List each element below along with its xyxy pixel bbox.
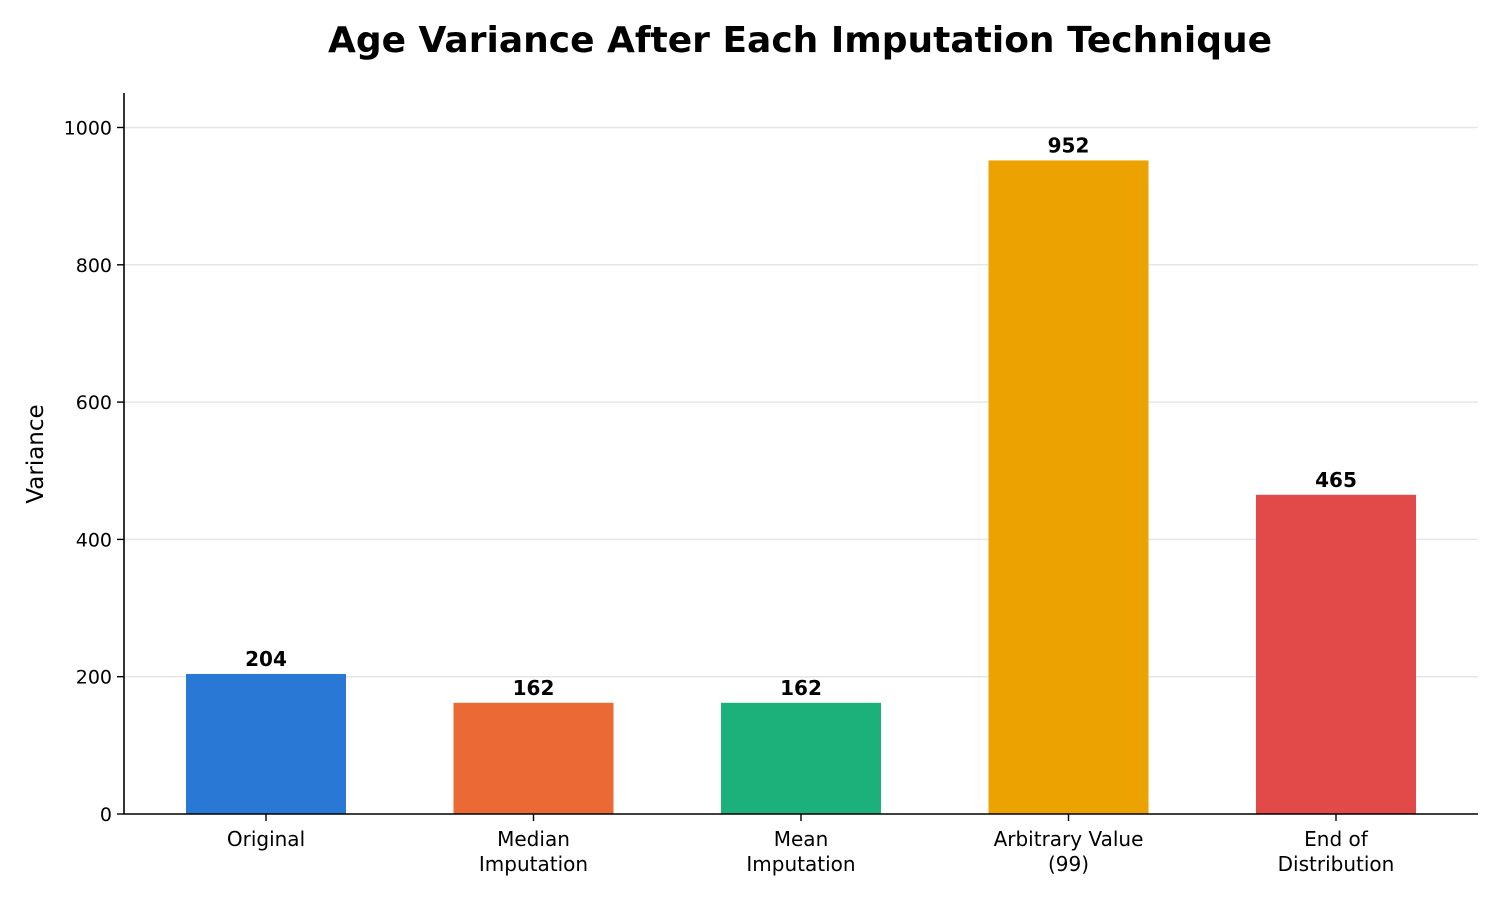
bar-value-label: 204: [245, 647, 287, 671]
x-tick-label: Imputation: [746, 852, 855, 876]
bars: [186, 160, 1416, 814]
x-tick-label: Distribution: [1278, 852, 1395, 876]
bar-value-label: 465: [1315, 468, 1357, 492]
x-tick-label: Mean: [774, 827, 829, 851]
bar: [721, 702, 881, 814]
y-tick-label: 200: [76, 667, 112, 689]
bar-value-label: 162: [513, 676, 555, 700]
y-tick-label: 400: [76, 529, 112, 551]
x-tick-label: Median: [497, 827, 570, 851]
gridlines: [124, 126, 1478, 678]
y-tick-label: 600: [76, 392, 112, 414]
y-tick-label: 800: [76, 255, 112, 277]
x-tick-label: Arbitrary Value: [994, 827, 1144, 851]
bar: [186, 673, 346, 814]
x-tick-label: Original: [227, 827, 305, 851]
bar: [1256, 494, 1416, 814]
x-ticks: Original MedianImputationMeanImputationAr…: [227, 814, 1394, 876]
bar: [453, 702, 614, 814]
y-axis-label: Variance: [23, 404, 49, 503]
x-tick-label: End of: [1304, 827, 1369, 851]
y-ticks: 0 200 400 600 800 1000: [64, 118, 124, 826]
bar-value-label: 952: [1048, 133, 1090, 157]
x-tick-label: Imputation: [479, 852, 588, 876]
value-labels: 204 162 162 952 465: [245, 133, 1357, 699]
bar-value-label: 162: [780, 676, 822, 700]
y-tick-label: 1000: [64, 118, 112, 140]
y-tick-label: 0: [100, 804, 112, 826]
bar: [988, 160, 1149, 814]
x-tick-label: (99): [1048, 852, 1089, 876]
chart-title: Age Variance After Each Imputation Techn…: [328, 20, 1272, 61]
